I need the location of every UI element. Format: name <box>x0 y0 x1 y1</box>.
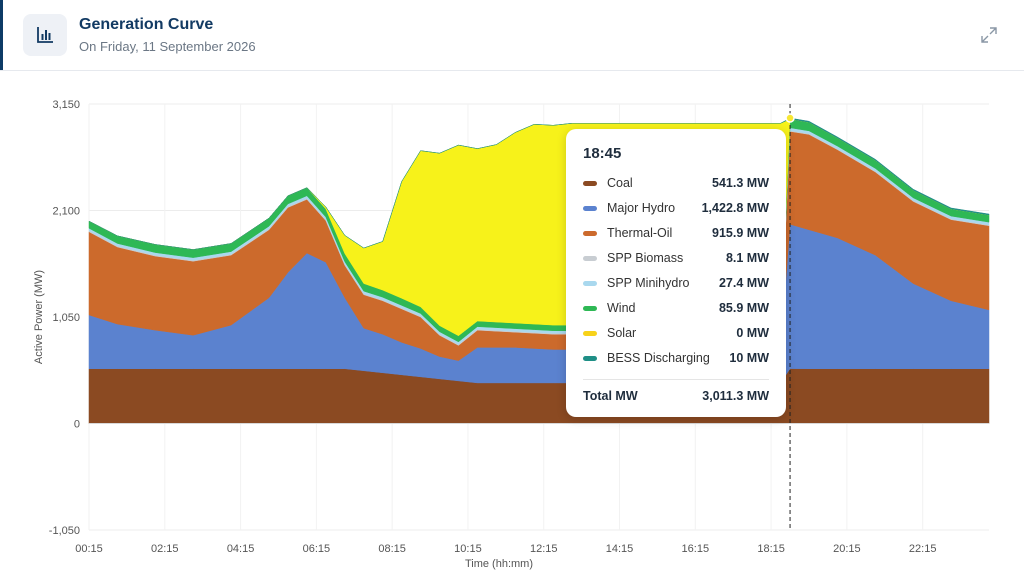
tooltip-series-name: SPP Biomass <box>607 251 684 265</box>
tooltip-swatch <box>583 331 597 336</box>
tooltip-series-name: Major Hydro <box>607 201 676 215</box>
x-tick-label: 12:15 <box>530 543 558 555</box>
x-tick-label: 06:15 <box>303 543 331 555</box>
tooltip-series-name: BESS Discharging <box>607 351 710 365</box>
tooltip-series-value: 85.9 MW <box>718 301 769 315</box>
y-axis-title: Active Power (MW) <box>33 270 45 364</box>
x-tick-label: 18:15 <box>757 543 785 555</box>
tooltip-swatch <box>583 306 597 311</box>
tooltip-series-name: Thermal-Oil <box>607 226 673 240</box>
tooltip-row: SPP Biomass 8.1 MW <box>583 249 769 269</box>
tooltip-divider <box>583 379 769 380</box>
chart-header: Generation Curve On Friday, 11 September… <box>0 0 1024 71</box>
bar-chart-icon <box>23 14 67 56</box>
tooltip-swatch <box>583 181 597 186</box>
tooltip-series-name: SPP Minihydro <box>607 276 690 290</box>
tooltip-total: Total MW 3,011.3 MW <box>583 389 769 403</box>
y-tick-label: 1,050 <box>52 312 80 324</box>
x-tick-label: 00:15 <box>75 543 103 555</box>
tooltip-total-value: 3,011.3 MW <box>702 389 769 403</box>
tooltip-series-value: 541.3 MW <box>712 176 769 190</box>
y-tick-label: 2,100 <box>52 206 80 218</box>
tooltip-row: Wind 85.9 MW <box>583 299 769 319</box>
expand-icon[interactable] <box>980 26 998 44</box>
tooltip-row: Coal 541.3 MW <box>583 174 769 194</box>
chart-subtitle: On Friday, 11 September 2026 <box>79 39 256 54</box>
hover-point <box>785 113 795 123</box>
tooltip-swatch <box>583 206 597 211</box>
tooltip-series-value: 1,422.8 MW <box>701 201 769 215</box>
y-tick-label: 0 <box>74 419 80 431</box>
chart-title: Generation Curve <box>79 16 214 33</box>
tooltip-series-value: 8.1 MW <box>725 251 769 265</box>
tooltip-time: 18:45 <box>583 145 622 162</box>
x-tick-label: 20:15 <box>833 543 861 555</box>
tooltip-series-name: Coal <box>607 176 633 190</box>
tooltip-row: SPP Minihydro 27.4 MW <box>583 274 769 294</box>
x-axis-title: Time (hh:mm) <box>465 558 533 570</box>
tooltip-total-label: Total MW <box>583 389 638 403</box>
tooltip-series-value: 915.9 MW <box>712 226 769 240</box>
tooltip-swatch <box>583 356 597 361</box>
x-tick-label: 16:15 <box>682 543 710 555</box>
tooltip-row: Thermal-Oil 915.9 MW <box>583 224 769 244</box>
tooltip-row: BESS Discharging 10 MW <box>583 349 769 369</box>
x-tick-label: 04:15 <box>227 543 255 555</box>
tooltip-swatch <box>583 256 597 261</box>
tooltip-swatch <box>583 281 597 286</box>
x-tick-label: 08:15 <box>378 543 406 555</box>
tooltip-row: Solar 0 MW <box>583 324 769 344</box>
tooltip-swatch <box>583 231 597 236</box>
y-tick-label: -1,050 <box>49 525 80 537</box>
tooltip-series-name: Wind <box>607 301 636 315</box>
tooltip-series-value: 10 MW <box>729 351 769 365</box>
x-tick-label: 14:15 <box>606 543 634 555</box>
tooltip-series-value: 27.4 MW <box>718 276 769 290</box>
x-tick-label: 22:15 <box>909 543 937 555</box>
y-tick-label: 3,150 <box>52 99 80 111</box>
generation-chart: 3,150 2,100 1,050 0 -1,050 00:15 02:15 04:15 06:… <box>33 99 990 570</box>
chart-tooltip: 18:45 Coal 541.3 MW Major Hydro 1,422.8 MW T… <box>566 129 786 417</box>
tooltip-series-value: 0 MW <box>736 326 769 340</box>
tooltip-row: Major Hydro 1,422.8 MW <box>583 199 769 219</box>
x-tick-label: 10:15 <box>454 543 482 555</box>
area-bess-discharging <box>88 117 990 250</box>
header-accent-bar <box>0 0 3 70</box>
tooltip-series-name: Solar <box>607 326 637 340</box>
x-tick-label: 02:15 <box>151 543 179 555</box>
